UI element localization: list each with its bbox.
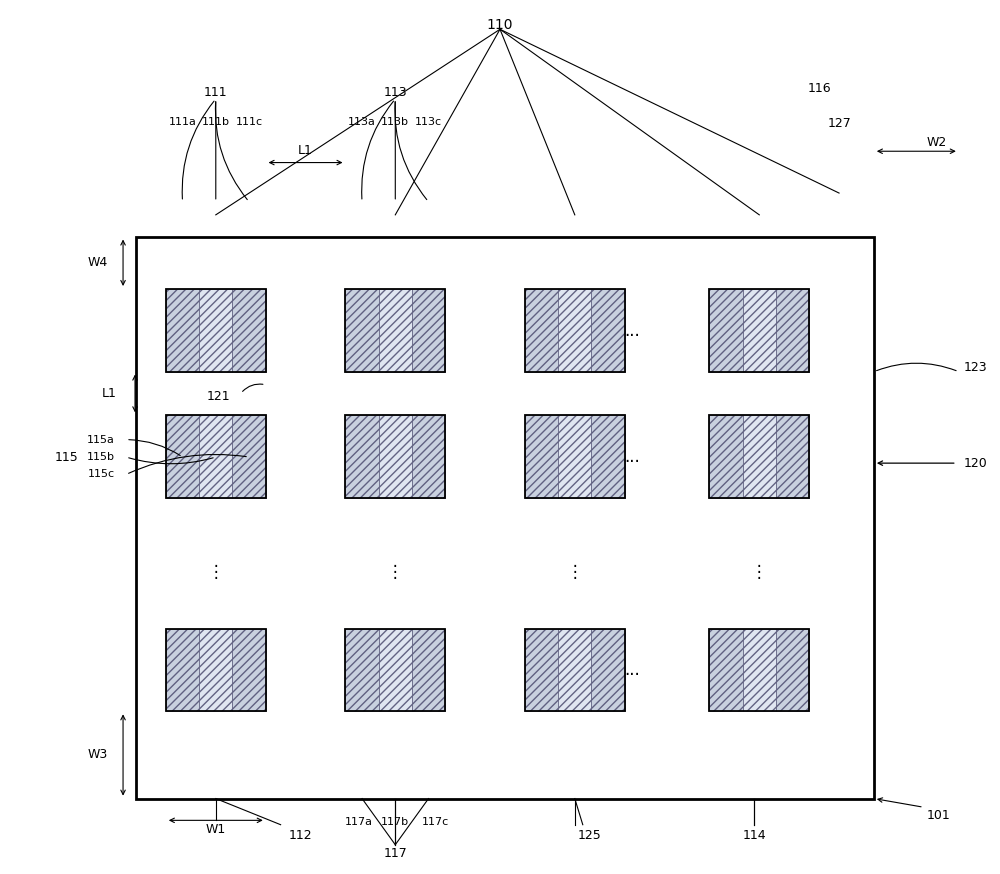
Text: ⋮: ⋮ bbox=[566, 563, 583, 581]
Text: 110: 110 bbox=[487, 17, 513, 32]
Text: ...: ... bbox=[624, 662, 640, 679]
Text: 112: 112 bbox=[289, 829, 312, 842]
Bar bbox=[232, 289, 266, 371]
Text: L1: L1 bbox=[102, 387, 117, 400]
Text: W3: W3 bbox=[88, 748, 108, 761]
Bar bbox=[709, 289, 809, 371]
Text: W4: W4 bbox=[88, 256, 108, 269]
Bar bbox=[525, 415, 625, 498]
Bar bbox=[345, 289, 445, 371]
Text: W1: W1 bbox=[206, 822, 226, 836]
Bar bbox=[558, 415, 591, 498]
Text: ...: ... bbox=[624, 448, 640, 466]
Text: 117: 117 bbox=[383, 847, 407, 860]
Bar bbox=[412, 289, 445, 371]
Text: 123: 123 bbox=[964, 361, 987, 374]
Bar bbox=[709, 289, 743, 371]
Bar bbox=[166, 628, 199, 711]
Bar bbox=[591, 415, 625, 498]
Bar bbox=[345, 415, 445, 498]
Text: 113c: 113c bbox=[415, 116, 442, 127]
Bar bbox=[743, 628, 776, 711]
Bar bbox=[232, 628, 266, 711]
Text: 121: 121 bbox=[207, 390, 231, 403]
Bar bbox=[345, 289, 379, 371]
Bar bbox=[199, 289, 232, 371]
Text: 113a: 113a bbox=[348, 116, 376, 127]
Bar bbox=[525, 289, 625, 371]
Bar bbox=[709, 628, 743, 711]
Bar bbox=[136, 237, 874, 799]
Text: 111: 111 bbox=[204, 87, 228, 100]
Bar bbox=[558, 289, 591, 371]
Bar bbox=[345, 628, 379, 711]
Text: 111b: 111b bbox=[202, 116, 230, 127]
Bar bbox=[776, 415, 809, 498]
Bar bbox=[776, 628, 809, 711]
Bar bbox=[591, 289, 625, 371]
Bar bbox=[379, 628, 412, 711]
Text: 111a: 111a bbox=[169, 116, 196, 127]
Text: 115: 115 bbox=[54, 450, 78, 463]
Text: 101: 101 bbox=[927, 809, 951, 822]
Bar bbox=[412, 415, 445, 498]
Bar bbox=[345, 628, 445, 711]
Text: ⋮: ⋮ bbox=[751, 563, 768, 581]
Bar bbox=[709, 415, 743, 498]
Bar bbox=[743, 415, 776, 498]
Bar bbox=[709, 628, 809, 711]
Text: W2: W2 bbox=[927, 136, 947, 149]
Text: 116: 116 bbox=[807, 82, 831, 95]
Text: 114: 114 bbox=[742, 829, 766, 842]
Bar bbox=[412, 628, 445, 711]
Bar bbox=[199, 628, 232, 711]
Bar bbox=[591, 628, 625, 711]
Bar bbox=[379, 289, 412, 371]
Bar bbox=[709, 415, 809, 498]
Text: 117b: 117b bbox=[381, 817, 409, 827]
Text: ...: ... bbox=[624, 322, 640, 340]
Bar bbox=[525, 289, 558, 371]
Text: 113: 113 bbox=[383, 87, 407, 100]
Bar bbox=[166, 415, 266, 498]
Text: 111c: 111c bbox=[235, 116, 263, 127]
Bar bbox=[166, 415, 199, 498]
Bar bbox=[232, 415, 266, 498]
Text: 127: 127 bbox=[827, 117, 851, 130]
Text: L1: L1 bbox=[298, 144, 313, 156]
Bar bbox=[525, 628, 558, 711]
Bar bbox=[743, 289, 776, 371]
Bar bbox=[525, 415, 558, 498]
Text: ⋮: ⋮ bbox=[207, 563, 224, 581]
Bar bbox=[776, 289, 809, 371]
Text: 115a: 115a bbox=[87, 434, 115, 445]
Text: 113b: 113b bbox=[381, 116, 409, 127]
Bar bbox=[199, 415, 232, 498]
Bar bbox=[345, 415, 379, 498]
Text: 125: 125 bbox=[578, 829, 602, 842]
Bar bbox=[558, 628, 591, 711]
Bar bbox=[525, 628, 625, 711]
Text: 115b: 115b bbox=[87, 452, 115, 462]
Text: 115c: 115c bbox=[88, 469, 115, 480]
Text: 117a: 117a bbox=[344, 817, 372, 827]
Bar bbox=[166, 628, 266, 711]
Text: 120: 120 bbox=[964, 456, 987, 469]
Bar bbox=[379, 415, 412, 498]
Bar bbox=[166, 289, 266, 371]
Bar bbox=[166, 289, 199, 371]
Text: 117c: 117c bbox=[422, 817, 449, 827]
Text: ⋮: ⋮ bbox=[387, 563, 404, 581]
